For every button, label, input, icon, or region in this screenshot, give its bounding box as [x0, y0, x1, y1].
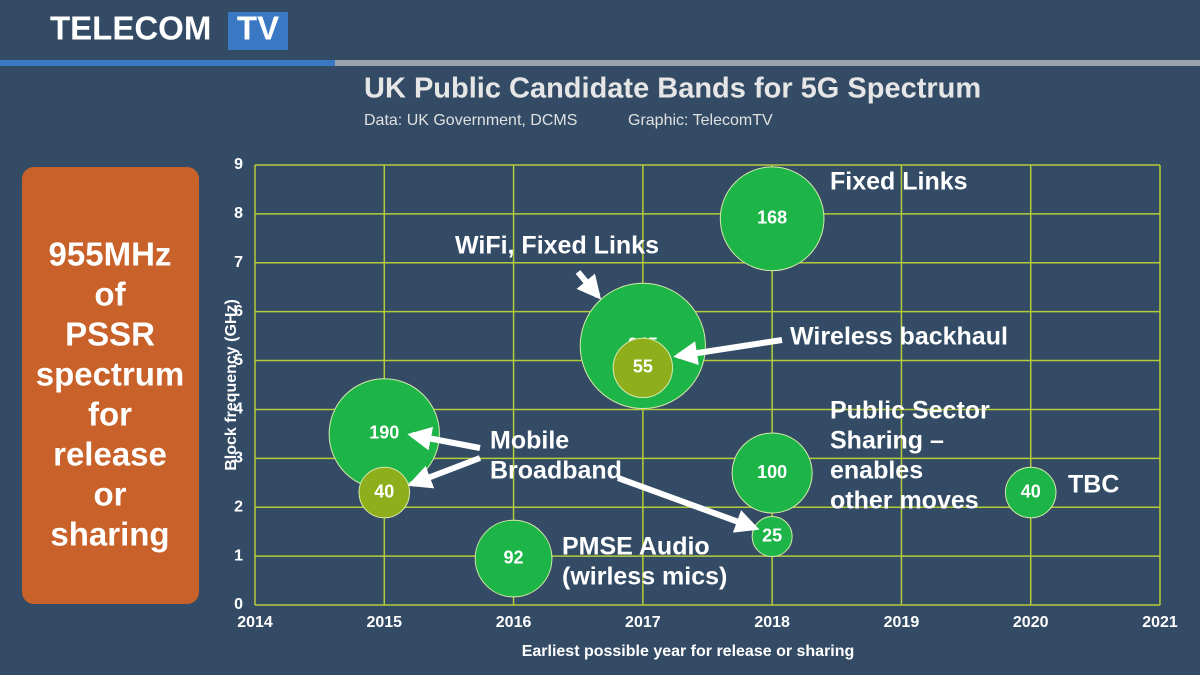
y-tick-label: 5 [234, 352, 243, 369]
y-tick-label: 0 [234, 596, 243, 613]
side-text: release [53, 436, 167, 473]
x-tick-label: 2016 [496, 614, 532, 631]
x-tick-label: 2019 [884, 614, 920, 631]
side-text: spectrum [36, 356, 185, 393]
x-tick-label: 2014 [237, 614, 273, 631]
header-rule [335, 60, 1200, 66]
bubble-label: 40 [1021, 481, 1041, 501]
bubble-label: 168 [757, 208, 787, 228]
bubble [751, 516, 793, 558]
arrow [616, 475, 760, 533]
chart-title: UK Public Candidate Bands for 5G Spectru… [364, 73, 981, 105]
annotation: Mobile [490, 427, 569, 455]
bubble [719, 166, 825, 272]
bubble-label: 25 [762, 525, 782, 545]
arrows [407, 270, 783, 533]
side-text: of [94, 276, 126, 313]
annotation: Fixed Links [830, 168, 968, 196]
bubble-label: 55 [633, 357, 653, 377]
annotation: (wirless mics) [562, 563, 727, 591]
y-axis-label: Block frequency (GHz) [223, 299, 240, 471]
bubble-label: 190 [369, 423, 399, 443]
arrow [575, 270, 602, 300]
y-tick-label: 7 [234, 254, 243, 271]
annotation: Sharing – [830, 427, 944, 455]
subtitle: Data: UK Government, DCMS [364, 112, 577, 129]
bubble [474, 519, 553, 598]
bubble [358, 466, 411, 519]
annotation: PMSE Audio [562, 533, 710, 561]
side-text: 955MHz [49, 236, 172, 273]
header-rule [0, 60, 335, 66]
annotation: enables [830, 457, 923, 485]
credit: Graphic: TelecomTV [628, 112, 773, 129]
badge-box [228, 12, 288, 50]
badge: TV [237, 10, 279, 47]
arrow [407, 426, 481, 451]
side-text: or [94, 476, 127, 513]
y-tick-label: 9 [234, 156, 243, 173]
bubble-label: 40 [374, 481, 394, 501]
y-tick-label: 6 [234, 303, 243, 320]
brand: TELECOM [50, 10, 211, 47]
arrow [407, 455, 482, 489]
bubble-label: 100 [757, 462, 787, 482]
annotation: TBC [1068, 471, 1119, 499]
x-tick-label: 2018 [754, 614, 790, 631]
y-tick-label: 2 [234, 498, 243, 515]
x-tick-label: 2020 [1013, 614, 1049, 631]
annotation: Public Sector [830, 397, 990, 425]
bubble [612, 337, 674, 399]
y-tick-label: 1 [234, 547, 243, 564]
bubble [731, 432, 813, 514]
y-tick-label: 3 [234, 450, 243, 467]
y-tick-label: 4 [234, 401, 243, 418]
side-text: PSSR [65, 316, 155, 353]
side-text: for [88, 396, 132, 433]
x-tick-label: 2021 [1142, 614, 1178, 631]
annotation: Broadband [490, 457, 622, 485]
annotation: WiFi, Fixed Links [455, 232, 659, 260]
x-tick-label: 2015 [366, 614, 402, 631]
annotation: other moves [830, 487, 979, 515]
arrow [673, 337, 783, 365]
y-tick-label: 8 [234, 205, 243, 222]
x-axis-label: Earliest possible year for release or sh… [522, 643, 855, 660]
annotation: Wireless backhaul [790, 323, 1008, 351]
side-panel [22, 167, 199, 604]
bubble-label: 92 [504, 547, 524, 567]
side-text: sharing [50, 516, 169, 553]
x-tick-label: 2017 [625, 614, 661, 631]
bubble [1004, 466, 1057, 519]
